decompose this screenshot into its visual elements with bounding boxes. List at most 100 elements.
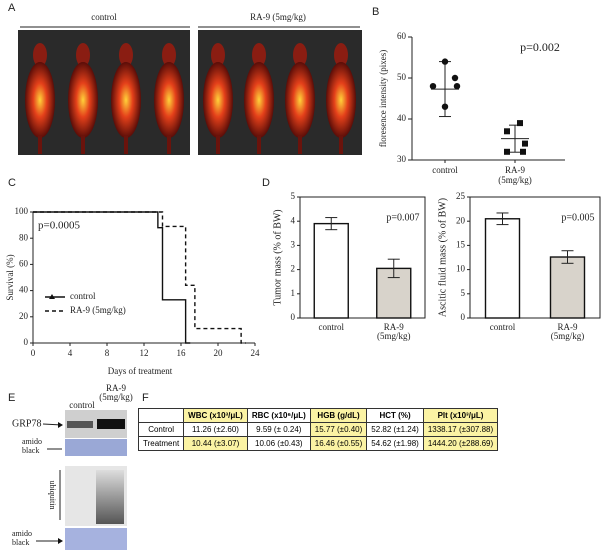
point <box>453 83 461 90</box>
blot-band <box>96 470 124 524</box>
mouse-image <box>326 62 356 138</box>
y-tick-label: 5 <box>291 191 296 201</box>
bar <box>549 256 586 319</box>
mouse-image <box>25 62 55 138</box>
legend-label: control <box>70 291 96 301</box>
mouse-image <box>76 43 90 67</box>
y-axis-label: floresence intensity (pixes) <box>378 50 388 147</box>
annotation: p=0.005 <box>561 212 594 223</box>
y-tick-label: 100 <box>15 206 29 216</box>
mouse-image <box>244 62 274 138</box>
table-header: Plt (x10³/μL) <box>422 408 499 423</box>
blot <box>65 439 127 456</box>
arrow-head <box>58 422 63 428</box>
table-cell: 1338.17 (±307.88) <box>422 422 499 437</box>
mouse-image <box>203 62 233 138</box>
table-cell: 1444.20 (±288.69) <box>422 436 499 451</box>
mouse-image <box>68 62 98 138</box>
x-tick-label: (5mg/kg) <box>377 331 411 341</box>
table-header: HGB (g/dL) <box>309 408 368 423</box>
y-tick-label: 60 <box>397 31 407 41</box>
table-header: WBC (x10³/μL) <box>183 408 248 423</box>
x-tick-label: 20 <box>214 348 224 358</box>
blot-label: GRP78 <box>12 418 41 429</box>
panel-label: E <box>8 392 15 404</box>
x-axis-label: Days of treatment <box>108 366 173 376</box>
table-corner <box>137 408 185 423</box>
y-tick-label: 0 <box>291 312 296 322</box>
y-axis-label: Tumor mass (% of BW) <box>272 209 283 305</box>
table-cell: Treatment <box>137 436 185 451</box>
lane-label: control <box>69 400 95 410</box>
blot-label: amido <box>12 529 32 538</box>
table-cell: 10.44 (±3.07) <box>183 436 248 451</box>
y-tick-label: 30 <box>397 154 407 164</box>
panel-label: C <box>8 177 16 189</box>
group-label: control <box>91 12 117 22</box>
table-cell: 16.46 (±0.55) <box>309 436 368 451</box>
x-tick-label: RA-9 <box>384 322 404 332</box>
bar <box>484 218 521 319</box>
panel-label: B <box>372 6 379 18</box>
lane-label: RA-9 <box>106 383 126 393</box>
annotation: p=0.007 <box>386 212 419 223</box>
legend-label: RA-9 (5mg/kg) <box>70 305 126 315</box>
x-tick-label: (5mg/kg) <box>498 175 532 185</box>
y-tick-label: 3 <box>291 239 296 249</box>
panel-label: D <box>262 177 270 189</box>
table-cell: 15.77 (±0.40) <box>309 422 368 437</box>
mouse-image <box>38 136 42 154</box>
y-tick-label: 50 <box>397 72 407 82</box>
x-tick-label: RA-9 <box>505 165 525 175</box>
x-tick-label: 12 <box>140 348 149 358</box>
blot-label: ubiquitin <box>48 481 57 510</box>
x-tick-label: 24 <box>251 348 261 358</box>
y-tick-label: 5 <box>461 288 466 298</box>
point <box>520 148 526 155</box>
blot-band <box>97 419 125 429</box>
x-tick-label: 16 <box>177 348 187 358</box>
arrow-head <box>58 538 63 544</box>
blot-label: amido <box>22 437 42 446</box>
table-cell: 10.06 (±0.43) <box>246 436 311 451</box>
mouse-image <box>33 43 47 67</box>
survival-line <box>33 211 246 344</box>
mouse-image <box>167 136 171 154</box>
lane-label: (5mg/kg) <box>99 392 133 402</box>
mouse-image <box>162 43 176 67</box>
point <box>504 148 510 155</box>
y-tick-label: 15 <box>456 239 466 249</box>
blot-label: black <box>22 446 39 455</box>
point <box>504 128 510 135</box>
mouse-image <box>334 43 348 67</box>
point <box>451 74 459 82</box>
point <box>429 83 437 90</box>
plot-frame <box>469 196 601 319</box>
y-tick-label: 0 <box>461 312 466 322</box>
point <box>522 140 528 147</box>
point <box>441 103 449 110</box>
blot-band <box>67 421 93 428</box>
y-tick-label: 10 <box>456 264 466 274</box>
table-cell: 9.59 (± 0.24) <box>246 422 311 437</box>
y-tick-label: 60 <box>19 258 29 268</box>
mouse-image <box>154 62 184 138</box>
mouse-image <box>216 136 220 154</box>
y-tick-label: 40 <box>397 113 407 123</box>
y-tick-label: 4 <box>291 215 296 225</box>
mouse-image <box>293 43 307 67</box>
survival-line <box>33 211 191 344</box>
table-cell: 11.26 (±2.60) <box>183 422 248 437</box>
plot-frame <box>299 196 426 319</box>
annotation: p=0.0005 <box>38 220 80 232</box>
x-tick-label: 0 <box>31 348 36 358</box>
blood-table: WBC (x10³/μL) RBC (x10⁶/μL) HGB (g/dL) H… <box>137 408 499 451</box>
mouse-image <box>211 43 225 67</box>
y-tick-label: 40 <box>19 285 29 295</box>
mouse-image <box>252 43 266 67</box>
annotation: p=0.002 <box>520 40 560 54</box>
y-tick-label: 0 <box>24 337 29 347</box>
table-cell: 54.62 (±1.98) <box>366 436 424 451</box>
